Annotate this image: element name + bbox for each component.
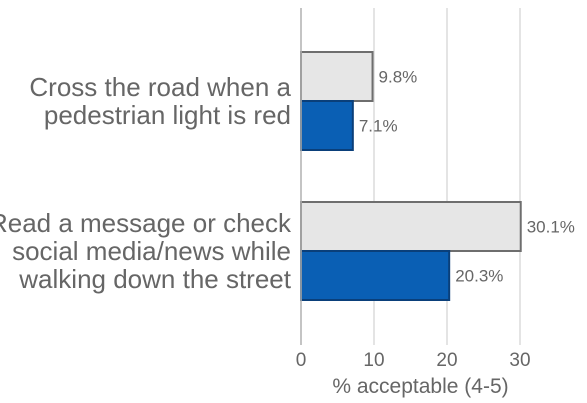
x-axis-title: % acceptable (4-5) <box>332 375 508 398</box>
category-label: social media/news while <box>12 236 291 266</box>
bar <box>300 201 522 252</box>
x-tick-labels: 0 10 20 30 <box>296 350 531 371</box>
data-labels: 9.8% 7.1% 30.1% 20.3% <box>359 68 575 286</box>
bars <box>300 51 522 301</box>
category-label: Read a message or check <box>0 208 292 238</box>
data-label: 30.1% <box>527 218 575 237</box>
x-tick-label: 10 <box>363 350 384 371</box>
category-label: walking down the street <box>18 264 291 294</box>
x-tick-label: 20 <box>436 350 457 371</box>
data-label: 7.1% <box>359 117 398 136</box>
bar <box>300 250 451 301</box>
category-label: pedestrian light is red <box>44 100 291 130</box>
bar <box>300 51 374 102</box>
x-tick-label: 0 <box>296 350 307 371</box>
x-tick-label: 30 <box>509 350 530 371</box>
category-label: Cross the road when a <box>29 72 291 102</box>
data-label: 9.8% <box>379 68 418 87</box>
bar <box>300 100 354 151</box>
data-label: 20.3% <box>455 267 503 286</box>
